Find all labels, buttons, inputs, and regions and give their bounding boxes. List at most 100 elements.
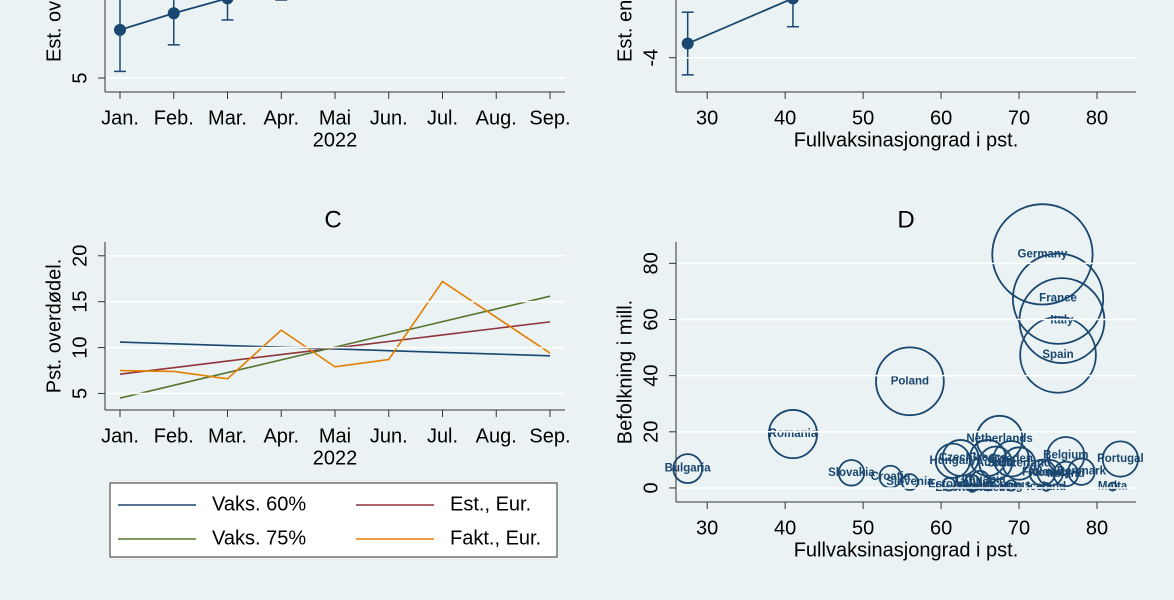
y-tick-label: 20 bbox=[640, 421, 662, 443]
legend-label: Vaks. 75% bbox=[212, 527, 306, 549]
x-tick-label: Aug. bbox=[476, 107, 517, 129]
bubble-label: Hungary bbox=[929, 455, 976, 467]
point bbox=[114, 23, 126, 36]
series-line bbox=[119, 0, 225, 31]
plot bbox=[681, 0, 799, 76]
x-tick-label: Apr. bbox=[263, 107, 299, 129]
x-axis-title: Fullvaksinasjongrad i pst. bbox=[794, 129, 1019, 151]
bubble bbox=[1018, 277, 1106, 364]
bubble bbox=[975, 414, 1024, 463]
y-tick-label: 20 bbox=[69, 245, 91, 267]
x-tick-label: 40 bbox=[774, 517, 796, 539]
y-tick-label: -4 bbox=[640, 49, 662, 67]
bubble-label: Slovakia bbox=[828, 467, 875, 479]
x-tick-label: Apr. bbox=[263, 425, 299, 447]
bubble-label: Norway bbox=[1029, 467, 1071, 479]
bubble bbox=[1052, 460, 1080, 488]
bubble-label: France bbox=[1039, 293, 1077, 305]
x-tick-label: Jul. bbox=[427, 425, 458, 447]
legend-label: Vaks. 60% bbox=[212, 493, 306, 515]
x-tick-label: Feb. bbox=[154, 425, 194, 447]
bubble-label: Poland bbox=[891, 375, 929, 387]
bubble-label: Iceland bbox=[1027, 481, 1067, 493]
x-tick-label: Jun. bbox=[370, 107, 408, 129]
bubble bbox=[1001, 446, 1037, 481]
bubble-label: Spain bbox=[1042, 349, 1073, 361]
x-axis-title: 2022 bbox=[313, 129, 358, 151]
y-axis-title: Befolkning i mill. bbox=[614, 300, 636, 445]
x-tick-label: 30 bbox=[696, 107, 718, 129]
bubble-label: Belgium bbox=[1043, 450, 1088, 462]
point bbox=[681, 37, 694, 50]
bubble bbox=[901, 473, 919, 491]
bubble bbox=[982, 481, 994, 492]
legend-label: Fakt., Eur. bbox=[450, 527, 541, 549]
x-tick-label: 70 bbox=[1008, 517, 1030, 539]
x-tick-label: Jun. bbox=[370, 425, 408, 447]
bubble bbox=[837, 459, 866, 487]
bubble bbox=[969, 469, 991, 491]
bubble-label: Cyprus bbox=[991, 479, 1031, 491]
y-tick-label: 60 bbox=[640, 308, 662, 330]
x-tick-label: 70 bbox=[1008, 107, 1030, 129]
y-axis-title: Est. endr bbox=[614, 0, 636, 62]
y-tick-label: 5 bbox=[69, 72, 91, 83]
bubble-label: Latvia bbox=[956, 477, 990, 489]
bubble bbox=[875, 346, 945, 417]
bubble-label: Slovenia bbox=[886, 476, 934, 488]
bubble bbox=[1067, 457, 1096, 486]
bubble-label: Austria bbox=[976, 457, 1016, 469]
bubble-label: Lithuania bbox=[955, 474, 1007, 486]
x-tick-label: 60 bbox=[930, 517, 952, 539]
bubble bbox=[1019, 316, 1097, 394]
y-tick-label: 15 bbox=[69, 291, 91, 313]
bubble-label: Sweden bbox=[990, 453, 1033, 465]
x-axis-title: 2022 bbox=[313, 447, 358, 469]
bubble bbox=[1041, 481, 1052, 492]
fit-line bbox=[687, 0, 792, 45]
bubble bbox=[767, 409, 818, 460]
x-tick-label: 30 bbox=[696, 517, 718, 539]
bubble bbox=[968, 439, 1007, 477]
bubble-label: Bulgaria bbox=[665, 463, 712, 475]
bubble-label: Romania bbox=[769, 428, 818, 440]
bubble-label: Ireland bbox=[1047, 468, 1085, 480]
bubble bbox=[1046, 436, 1086, 476]
y-tick-label: 10 bbox=[69, 336, 91, 358]
y-tick-label: -2 bbox=[640, 0, 662, 1]
y-tick-label: 40 bbox=[640, 365, 662, 387]
x-tick-label: Mai bbox=[319, 425, 351, 447]
x-tick-label: Mar. bbox=[208, 425, 247, 447]
x-tick-label: 80 bbox=[1086, 517, 1108, 539]
y-axis-title: Pst. overdødel. bbox=[43, 259, 65, 394]
bubble-label: Italy bbox=[1050, 315, 1074, 327]
point bbox=[221, 0, 234, 5]
bubble bbox=[992, 440, 1030, 478]
x-tick-label: 50 bbox=[852, 107, 874, 129]
point bbox=[167, 7, 180, 20]
bubble-label: Croatia bbox=[871, 471, 911, 483]
legend-label: Est., Eur. bbox=[450, 493, 531, 515]
y-tick-label: 80 bbox=[640, 252, 662, 274]
plot bbox=[119, 280, 551, 399]
x-tick-label: Sep. bbox=[529, 425, 570, 447]
y-tick-label: 5 bbox=[69, 388, 91, 399]
bubble-label: Germany bbox=[1018, 248, 1068, 260]
y-tick-label: 0 bbox=[640, 482, 662, 493]
bubble bbox=[1107, 481, 1118, 492]
bubble-label: Denmark bbox=[1057, 466, 1107, 478]
panel-title: D bbox=[897, 206, 914, 233]
x-axis-title: Fullvaksinasjongrad i pst. bbox=[794, 539, 1019, 561]
bubble bbox=[1005, 479, 1018, 492]
plot bbox=[114, 0, 288, 73]
x-tick-label: 80 bbox=[1086, 107, 1108, 129]
x-tick-label: Mai bbox=[319, 107, 351, 129]
bubble-label: Luxembourg bbox=[953, 480, 1023, 492]
x-tick-label: Jul. bbox=[427, 107, 458, 129]
x-tick-label: Mar. bbox=[208, 107, 247, 129]
x-tick-label: Jan. bbox=[101, 425, 139, 447]
series-line bbox=[119, 280, 551, 380]
bubble bbox=[1011, 252, 1105, 345]
bubble bbox=[1101, 440, 1139, 478]
